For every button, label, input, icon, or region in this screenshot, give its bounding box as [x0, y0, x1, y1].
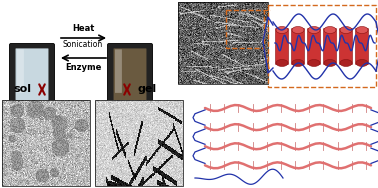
FancyBboxPatch shape: [15, 48, 48, 100]
Ellipse shape: [340, 27, 352, 33]
FancyBboxPatch shape: [113, 48, 146, 100]
FancyBboxPatch shape: [9, 43, 54, 111]
Ellipse shape: [292, 59, 304, 67]
Text: Heat: Heat: [72, 24, 94, 33]
FancyBboxPatch shape: [324, 29, 336, 64]
Ellipse shape: [356, 59, 368, 67]
Ellipse shape: [324, 59, 336, 67]
Text: sol: sol: [13, 84, 31, 94]
Bar: [2, 100, 90, 186]
FancyBboxPatch shape: [291, 29, 305, 64]
Ellipse shape: [292, 27, 304, 33]
FancyBboxPatch shape: [115, 49, 122, 93]
Ellipse shape: [308, 59, 320, 67]
Ellipse shape: [276, 27, 288, 33]
FancyBboxPatch shape: [110, 104, 150, 124]
Text: gel: gel: [138, 84, 156, 94]
Bar: [268, 5, 376, 87]
FancyBboxPatch shape: [17, 49, 24, 93]
FancyBboxPatch shape: [12, 104, 53, 124]
Bar: [178, 2, 268, 84]
Ellipse shape: [276, 59, 288, 67]
Text: Enzyme: Enzyme: [65, 63, 101, 72]
Ellipse shape: [308, 27, 320, 33]
FancyBboxPatch shape: [307, 29, 321, 64]
Ellipse shape: [324, 27, 336, 33]
Bar: [226, 10, 264, 48]
FancyBboxPatch shape: [276, 29, 288, 64]
Ellipse shape: [356, 27, 368, 33]
Ellipse shape: [340, 59, 352, 67]
FancyBboxPatch shape: [355, 29, 369, 64]
FancyBboxPatch shape: [339, 29, 353, 64]
Bar: [95, 100, 183, 186]
FancyBboxPatch shape: [107, 43, 152, 111]
Text: Sonication: Sonication: [63, 40, 103, 49]
